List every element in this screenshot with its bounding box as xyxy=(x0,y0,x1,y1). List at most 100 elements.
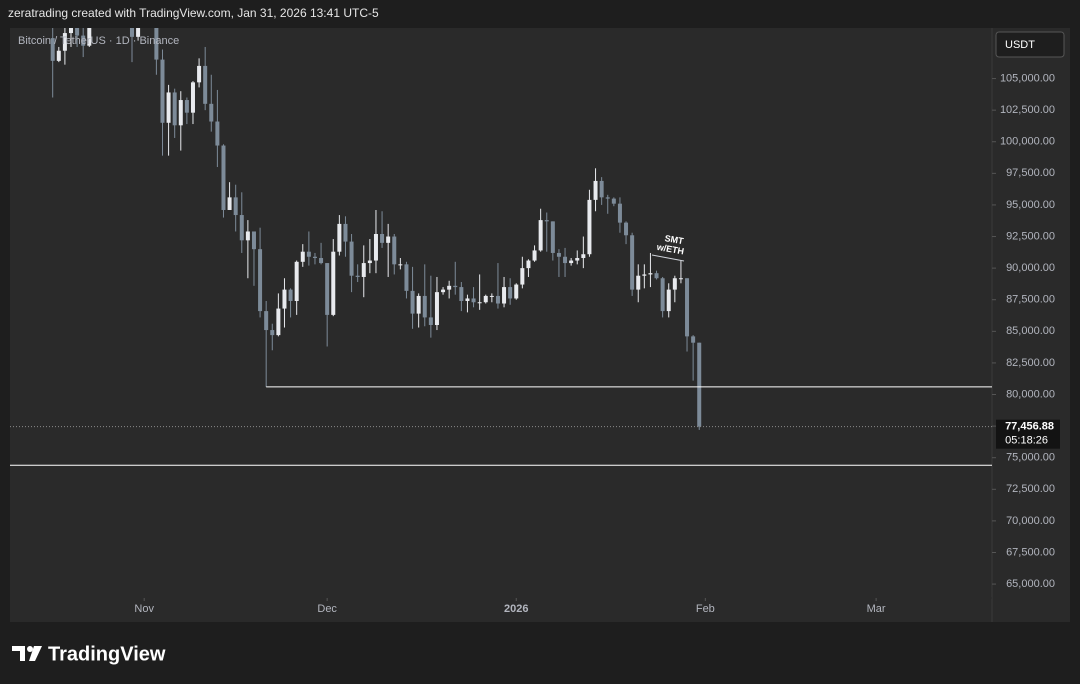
x-tick-label: Feb xyxy=(696,603,715,615)
annotation-text: SMT xyxy=(664,233,685,246)
y-tick-label: 87,500.00 xyxy=(1006,294,1055,306)
candle-body xyxy=(343,223,348,242)
candle-body xyxy=(136,28,141,37)
candle-body xyxy=(660,278,665,312)
candle-body xyxy=(477,302,482,304)
y-tick-label: 97,500.00 xyxy=(1006,167,1055,179)
candle-body xyxy=(520,268,525,285)
candle-body xyxy=(337,223,342,252)
candle-body xyxy=(227,197,232,210)
candle-body xyxy=(416,295,421,314)
candle-body xyxy=(398,264,403,266)
candle-body xyxy=(361,263,366,277)
candle-body xyxy=(593,180,598,200)
y-tick-label: 85,000.00 xyxy=(1006,325,1055,337)
chart-panel xyxy=(10,28,1070,622)
symbol: Bitcoin / TetherUS · 1D · Binance xyxy=(18,35,179,47)
x-tick-label: Mar xyxy=(867,603,886,615)
candle-body xyxy=(349,241,354,276)
candle-body xyxy=(325,263,330,315)
brand-logo xyxy=(12,646,42,661)
candle-body xyxy=(62,33,67,51)
candle-body xyxy=(178,100,183,126)
y-tick-label: 105,000.00 xyxy=(1000,72,1055,84)
brand: TradingView xyxy=(48,643,166,665)
y-tick-label: 70,000.00 xyxy=(1006,515,1055,527)
candle-body xyxy=(636,275,641,290)
candle-body xyxy=(685,278,690,337)
candle-body xyxy=(581,254,586,259)
candle-body xyxy=(245,231,250,241)
candle-body xyxy=(697,342,702,427)
candle-body xyxy=(68,28,73,34)
candle-body xyxy=(459,287,464,301)
candle-body xyxy=(215,121,220,146)
candle-body xyxy=(508,287,513,299)
candle-body xyxy=(611,198,616,204)
candle-body xyxy=(50,38,55,61)
y-tick-label: 72,500.00 xyxy=(1006,483,1055,495)
x-tick-label: 2026 xyxy=(504,603,528,615)
candle-body xyxy=(672,278,677,290)
candle-body xyxy=(544,220,549,222)
candle-body xyxy=(489,295,494,297)
candle-body xyxy=(355,275,360,277)
candle-body xyxy=(258,249,263,312)
currency-box[interactable] xyxy=(995,31,1065,58)
candle-body xyxy=(233,197,238,216)
candle-body xyxy=(514,284,519,299)
annotation-line xyxy=(651,254,685,262)
candle-body xyxy=(502,287,507,304)
candle-body xyxy=(190,82,195,113)
y-tick-label: 92,500.00 xyxy=(1006,230,1055,242)
candle-body xyxy=(532,250,537,261)
candle-body xyxy=(264,311,269,331)
candle-body xyxy=(526,260,531,269)
candle-body xyxy=(294,261,299,301)
candle-body xyxy=(312,256,317,259)
candle-body xyxy=(599,180,604,198)
candle-body xyxy=(276,308,281,336)
candle-body xyxy=(386,236,391,243)
candle-body xyxy=(404,264,409,291)
y-tick-label: 95,000.00 xyxy=(1006,199,1055,211)
candle-body xyxy=(434,292,439,325)
x-tick-label: Dec xyxy=(317,603,337,615)
y-tick-label: 90,000.00 xyxy=(1006,262,1055,274)
plot xyxy=(10,28,992,466)
countdown: 05:18:26 xyxy=(1005,435,1048,447)
currency[interactable]: USDT xyxy=(1005,39,1035,51)
candle-body xyxy=(282,289,287,309)
candle-body xyxy=(203,65,208,104)
y-tick-label: 82,500.00 xyxy=(1006,357,1055,369)
candle-body xyxy=(428,317,433,325)
y-tick-label: 67,500.00 xyxy=(1006,546,1055,558)
candle-body xyxy=(453,285,458,288)
candle-body xyxy=(221,145,226,210)
y-tick-label: 100,000.00 xyxy=(1000,136,1055,148)
candle-body xyxy=(209,103,214,122)
candle-body xyxy=(550,221,555,253)
candle-body xyxy=(495,295,500,304)
candle-body xyxy=(300,251,305,262)
last-price-box xyxy=(996,419,1060,449)
candle-body xyxy=(642,274,647,276)
candle-body xyxy=(380,234,385,243)
candle-body xyxy=(319,258,324,264)
candle-body xyxy=(367,260,372,264)
candle-body xyxy=(624,222,629,236)
candle-body xyxy=(654,273,659,279)
candle-body xyxy=(441,289,446,293)
candle-body xyxy=(648,273,653,275)
candle-body xyxy=(172,92,177,126)
candle-body xyxy=(410,290,415,314)
candle-body xyxy=(373,234,378,261)
x-tick-label: Nov xyxy=(134,603,154,615)
candle-body xyxy=(87,28,92,46)
last-price: 77,456.88 xyxy=(1005,421,1054,433)
candle-body xyxy=(575,258,580,261)
candle-body xyxy=(392,236,397,265)
annotation-text: w/ETH xyxy=(655,242,685,257)
candle-body xyxy=(465,298,470,301)
candle-body xyxy=(56,50,61,61)
